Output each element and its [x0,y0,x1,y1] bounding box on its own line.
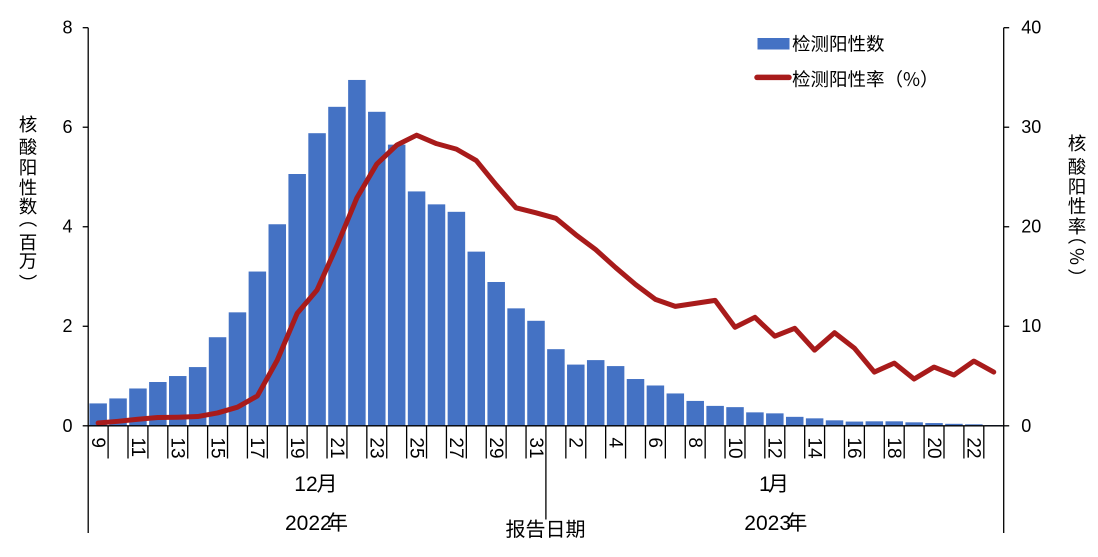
svg-text:31: 31 [525,437,546,458]
svg-text:25: 25 [405,437,426,458]
svg-text:6: 6 [62,117,72,137]
svg-text:4: 4 [604,437,625,448]
svg-text:17: 17 [246,437,267,458]
svg-text:10: 10 [1021,316,1041,336]
svg-text:19: 19 [286,437,307,458]
svg-text:0: 0 [62,416,72,436]
svg-text:2: 2 [62,316,72,336]
svg-text:8: 8 [62,18,72,38]
svg-text:22: 22 [963,437,984,458]
svg-text:18: 18 [883,437,904,458]
svg-text:12: 12 [294,473,317,496]
svg-text:15: 15 [206,437,227,458]
svg-text:27: 27 [445,437,466,458]
svg-text:11: 11 [127,437,148,457]
svg-text:10: 10 [724,437,745,458]
svg-text:20: 20 [923,437,944,458]
svg-text:14: 14 [803,437,824,459]
svg-text:0: 0 [1021,416,1031,436]
svg-text:20: 20 [1021,217,1041,237]
svg-text:21: 21 [326,437,347,458]
svg-text:40: 40 [1021,18,1041,38]
svg-text:16: 16 [843,437,864,458]
svg-text:2023: 2023 [744,512,791,535]
svg-text:30: 30 [1021,117,1041,137]
svg-text:13: 13 [167,437,188,458]
svg-text:1: 1 [759,473,771,496]
svg-text:4: 4 [62,217,72,237]
svg-text:8: 8 [684,437,705,448]
svg-text:12: 12 [764,437,785,458]
svg-text:6: 6 [644,437,665,448]
svg-text:9: 9 [87,437,108,448]
svg-text:2: 2 [565,437,586,448]
svg-text:29: 29 [485,437,506,458]
svg-text:2022: 2022 [285,512,332,535]
svg-text:23: 23 [366,437,387,458]
